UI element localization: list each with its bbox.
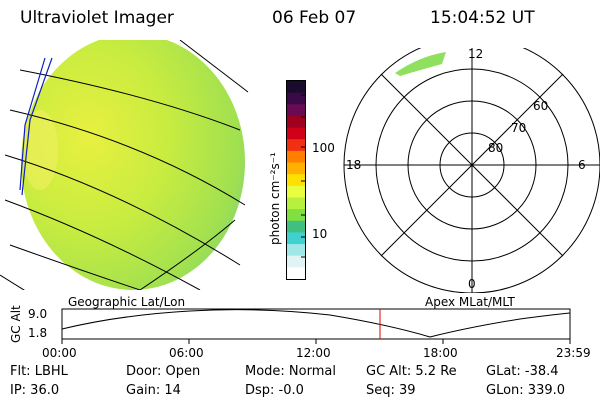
color-band — [287, 139, 305, 152]
door-status: Door: Open — [126, 364, 201, 379]
lat-lon-grid — [0, 40, 249, 290]
color-band — [287, 127, 305, 140]
mlat-70-label: 70 — [511, 121, 526, 135]
xtick-2359: 23:59 — [556, 346, 591, 360]
mlat-80-label: 80 — [488, 141, 503, 155]
color-band — [287, 115, 305, 129]
gc-alt-status: GC Alt: 5.2 Re — [366, 364, 457, 379]
xtick-1800: 18:00 — [423, 346, 458, 360]
geographic-image-panel — [0, 40, 249, 290]
time-label: 15:04:52 UT — [430, 8, 535, 28]
seq-status: Seq: 39 — [366, 383, 416, 398]
color-scale-gradient — [287, 81, 305, 280]
mlat-60-label: 60 — [533, 99, 548, 113]
filter-status: Flt: LBHL — [10, 364, 68, 379]
gain-status: Gain: 14 — [126, 383, 181, 398]
colorbar-tick-10: 10 — [312, 227, 328, 241]
color-band — [287, 232, 305, 245]
color-band — [287, 267, 305, 280]
altitude-curve — [61, 309, 571, 338]
color-scale-bar — [286, 80, 306, 280]
color-band — [287, 244, 305, 257]
colorbar-tick-100: 100 — [312, 141, 335, 155]
glon-status: GLon: 339.0 — [486, 383, 566, 398]
mlt-6-label: 6 — [578, 158, 586, 172]
altitude-plot: 9.0 1.8 GC Alt 00:00 06:00 12:00 18:00 2… — [9, 305, 591, 360]
glat-status: GLat: -38.4 — [486, 364, 559, 379]
mlt-0-label: 0 — [468, 277, 476, 291]
xtick-0600: 06:00 — [169, 346, 204, 360]
color-band — [287, 185, 305, 198]
app-title: Ultraviolet Imager — [20, 8, 174, 28]
xtick-1200: 12:00 — [296, 346, 331, 360]
ip-status: IP: 36.0 — [10, 383, 60, 398]
apex-panel-label: Apex MLat/MLT — [425, 295, 515, 309]
color-band — [287, 162, 305, 175]
geographic-panel-label: Geographic Lat/Lon — [68, 295, 186, 309]
altitude-ylabel: GC Alt — [9, 305, 23, 343]
auroral-patch — [395, 52, 446, 76]
dsp-status: Dsp: -0.0 — [245, 383, 304, 398]
color-band — [287, 209, 305, 222]
mlt-12-label: 12 — [468, 48, 483, 61]
date-label: 06 Feb 07 — [272, 8, 357, 28]
color-band — [287, 92, 305, 105]
color-band — [287, 81, 305, 94]
color-band — [287, 104, 305, 117]
altitude-tick-high: 9.0 — [28, 307, 47, 321]
color-band — [287, 174, 305, 187]
earth-disk — [21, 40, 245, 290]
mode-status: Mode: Normal — [245, 364, 336, 379]
color-band — [287, 197, 305, 210]
xtick-0000: 00:00 — [42, 346, 77, 360]
color-band — [287, 150, 305, 164]
coastline — [19, 57, 53, 196]
colorbar-unit-label: photon cm⁻²s⁻¹ — [268, 152, 282, 245]
color-band — [287, 220, 305, 233]
color-band — [287, 255, 305, 268]
mlt-18-label: 18 — [346, 158, 361, 172]
altitude-tick-low: 1.8 — [28, 326, 47, 340]
polar-mlt-plot: 12 18 6 0 60 70 80 — [343, 48, 600, 293]
